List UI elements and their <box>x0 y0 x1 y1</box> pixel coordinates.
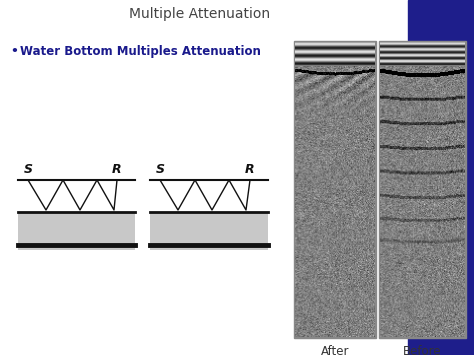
Bar <box>18 212 135 250</box>
Bar <box>379 41 466 338</box>
Text: After: After <box>321 345 349 355</box>
Text: Multiple Attenuation: Multiple Attenuation <box>129 7 271 21</box>
Text: R: R <box>245 163 255 176</box>
Bar <box>294 41 376 338</box>
Text: Water Bottom Multiples Attenuation: Water Bottom Multiples Attenuation <box>20 45 261 58</box>
Bar <box>150 212 268 250</box>
Text: S: S <box>24 163 33 176</box>
Text: Before: Before <box>403 345 442 355</box>
Text: R: R <box>112 163 122 176</box>
Text: •: • <box>10 45 18 58</box>
Bar <box>408 0 474 355</box>
Text: S: S <box>155 163 164 176</box>
